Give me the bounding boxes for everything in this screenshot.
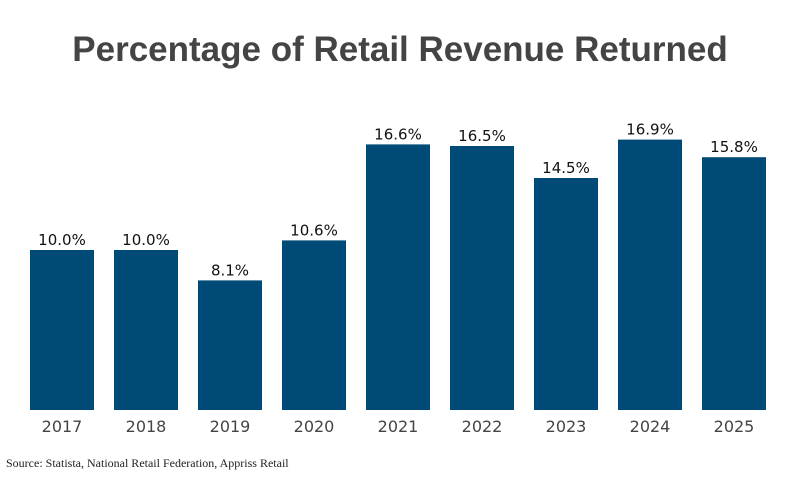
data-label-2017: 10.0% <box>38 231 86 249</box>
data-label-2021: 16.6% <box>374 125 422 143</box>
data-label-2023: 14.5% <box>542 159 590 177</box>
bar-2021 <box>366 144 430 410</box>
data-label-2018: 10.0% <box>122 231 170 249</box>
x-tick-label-2023: 2023 <box>546 417 587 436</box>
x-tick-label-2022: 2022 <box>462 417 503 436</box>
x-tick-label-2021: 2021 <box>378 417 419 436</box>
bar-2024 <box>618 139 682 410</box>
bar-2023 <box>534 178 598 410</box>
data-label-2019: 8.1% <box>211 261 249 279</box>
x-tick-label-2020: 2020 <box>294 417 335 436</box>
x-tick-label-2018: 2018 <box>126 417 167 436</box>
bar-2017 <box>30 250 94 410</box>
bar-2025 <box>702 157 766 410</box>
x-tick-label-2017: 2017 <box>42 417 83 436</box>
bar-2020 <box>282 240 346 410</box>
x-tick-label-2024: 2024 <box>630 417 671 436</box>
chart-title: Percentage of Retail Revenue Returned <box>72 30 728 69</box>
data-label-2025: 15.8% <box>710 138 758 156</box>
x-tick-label-2019: 2019 <box>210 417 251 436</box>
bar-2022 <box>450 146 514 410</box>
data-label-2022: 16.5% <box>458 127 506 145</box>
bar-2018 <box>114 250 178 410</box>
data-label-2020: 10.6% <box>290 221 338 239</box>
source-note: Source: Statista, National Retail Federa… <box>6 456 289 470</box>
x-tick-label-2025: 2025 <box>714 417 755 436</box>
data-label-2024: 16.9% <box>626 121 674 139</box>
bar-2019 <box>198 280 262 410</box>
